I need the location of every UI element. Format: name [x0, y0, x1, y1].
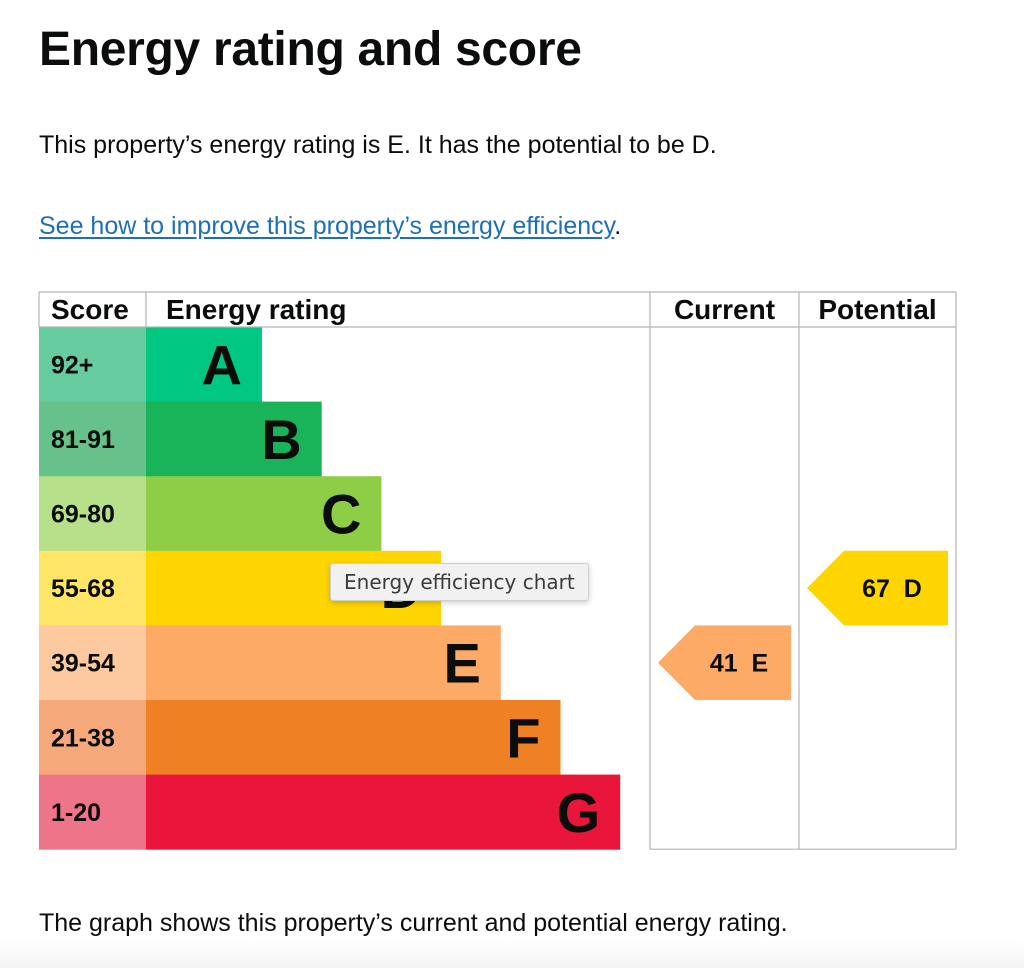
- rating-bar-a: [146, 327, 262, 403]
- score-cell-g: [39, 774, 146, 850]
- score-range-b: 81-91: [51, 426, 115, 454]
- score-range-e: 39-54: [51, 650, 115, 678]
- score-range-a: 92+: [51, 351, 93, 379]
- improve-paragraph: See how to improve this property’s energ…: [39, 211, 621, 241]
- score-range-f: 21-38: [51, 724, 115, 752]
- rating-letter-g: G: [557, 781, 601, 844]
- header-score: Score: [51, 294, 129, 325]
- header-energy-rating: Energy rating: [166, 294, 346, 325]
- rating-letter-e: E: [443, 632, 480, 695]
- score-cell-d: [39, 550, 146, 626]
- header-current: Current: [674, 294, 775, 325]
- rating-bar-c: [146, 476, 382, 552]
- score-cell-c: [39, 476, 146, 552]
- rating-bar-f: [146, 700, 561, 776]
- rating-letter-c: C: [321, 483, 361, 546]
- current-rating-label: 41 E: [710, 650, 768, 678]
- score-cell-a: [39, 327, 146, 403]
- score-range-g: 1-20: [51, 799, 101, 827]
- rating-letter-f: F: [506, 706, 540, 769]
- score-cell-f: [39, 700, 146, 776]
- header-potential: Potential: [818, 294, 936, 325]
- score-range-c: 69-80: [51, 501, 115, 529]
- score-cell-b: [39, 401, 146, 477]
- score-cell-e: [39, 625, 146, 701]
- page-title: Energy rating and score: [39, 23, 582, 76]
- potential-rating-arrow: [807, 550, 948, 626]
- rating-bar-b: [146, 401, 322, 477]
- rating-letter-a: A: [202, 333, 242, 396]
- chart-description: The graph shows this property’s current …: [39, 909, 788, 937]
- link-suffix: .: [614, 212, 622, 240]
- score-range-d: 55-68: [51, 575, 115, 603]
- rating-letter-b: B: [261, 408, 301, 471]
- improve-efficiency-link[interactable]: See how to improve this property’s energ…: [39, 212, 615, 240]
- current-rating-arrow: [658, 625, 791, 700]
- rating-bar-e: [146, 625, 501, 701]
- potential-rating-label: 67 D: [862, 575, 922, 603]
- rating-summary: This property’s energy rating is E. It h…: [39, 131, 717, 159]
- bottom-fade: [0, 940, 1024, 968]
- rating-bar-g: [146, 774, 621, 850]
- chart-tooltip: Energy efficiency chart: [330, 563, 589, 601]
